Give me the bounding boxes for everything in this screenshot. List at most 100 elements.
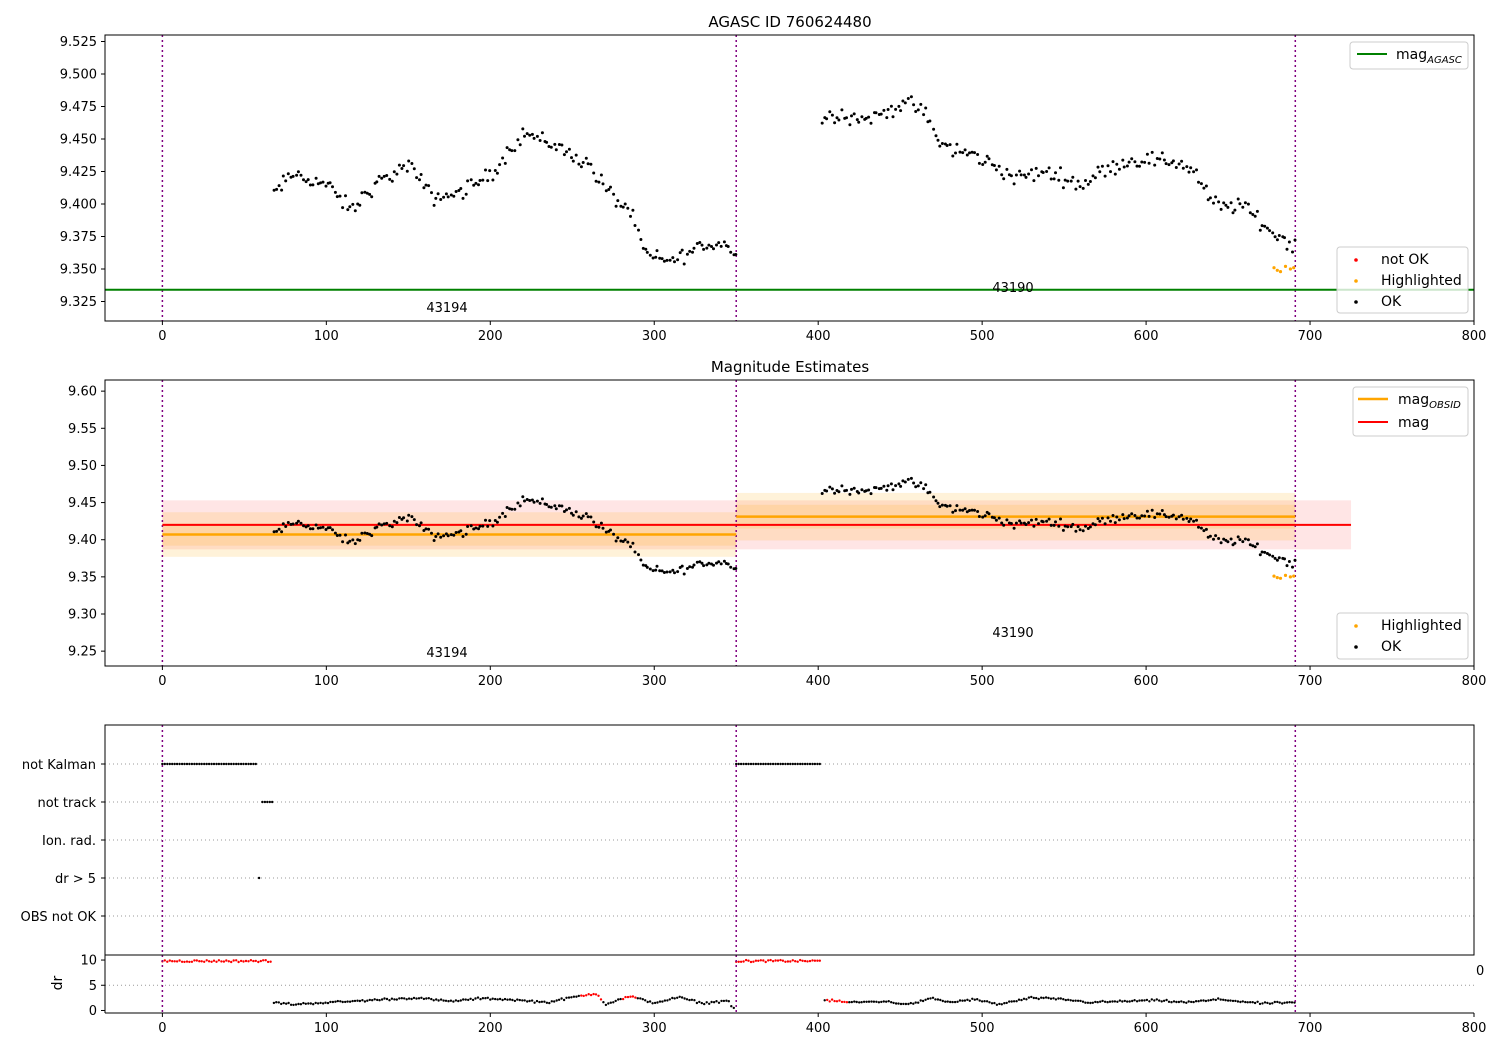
y-tick-label: 9.350 xyxy=(60,263,97,278)
ok-point xyxy=(302,524,305,528)
flag-point xyxy=(801,762,804,766)
dr-red-point xyxy=(784,960,787,963)
dr-point xyxy=(555,999,558,1002)
ok-point xyxy=(1135,516,1139,520)
ok-point xyxy=(513,149,517,153)
dr-point xyxy=(698,1000,701,1004)
flag-point xyxy=(759,762,762,766)
dr-point xyxy=(951,1000,954,1004)
ok-point xyxy=(1248,543,1252,547)
ok-point xyxy=(412,167,416,171)
ok-point xyxy=(951,154,955,158)
ok-point xyxy=(299,521,303,525)
ok-point xyxy=(296,519,300,523)
dr-red-point xyxy=(634,996,637,999)
ok-point xyxy=(272,188,276,192)
ok-point xyxy=(599,173,603,177)
dr-point xyxy=(1288,1001,1291,1004)
ok-point xyxy=(1185,165,1189,169)
ok-point xyxy=(1024,175,1028,179)
flag-point xyxy=(163,762,166,766)
x-tick-label: 500 xyxy=(970,329,995,344)
ok-point xyxy=(901,479,905,483)
dr-point xyxy=(730,1005,733,1008)
ok-point xyxy=(1171,513,1175,517)
ok-point xyxy=(848,123,852,127)
ok-point xyxy=(523,134,526,138)
x-tick-label: 700 xyxy=(1298,329,1323,344)
flag-point xyxy=(166,762,169,766)
dr-point xyxy=(1017,998,1021,1001)
highlighted-point xyxy=(1292,266,1296,270)
dr-point xyxy=(988,1001,991,1004)
dr-point xyxy=(304,1002,307,1005)
ok-point xyxy=(1012,526,1016,530)
dr-red-point xyxy=(585,994,588,997)
ok-point xyxy=(1063,178,1067,182)
ok-point xyxy=(616,199,620,203)
dr-red-point xyxy=(806,960,809,963)
x-tick-label: 0 xyxy=(158,1021,166,1036)
ok-point xyxy=(484,518,487,522)
ok-point xyxy=(680,564,684,568)
dr-point xyxy=(562,998,566,1002)
dr-point xyxy=(1032,996,1036,1000)
flag-point xyxy=(171,762,174,766)
ok-point xyxy=(916,108,920,112)
dr-point xyxy=(366,999,369,1002)
dr-point xyxy=(575,995,578,998)
ok-point xyxy=(1074,187,1078,191)
ok-point xyxy=(1054,171,1057,175)
ok-point xyxy=(631,541,635,545)
ok-point xyxy=(432,203,436,207)
dr-point xyxy=(1012,1000,1016,1003)
ok-point xyxy=(1140,160,1144,164)
dr-point xyxy=(292,1003,295,1007)
flag-point xyxy=(239,762,243,766)
ok-point xyxy=(1195,168,1198,172)
dr-point xyxy=(1101,999,1104,1003)
ok-point xyxy=(1241,540,1245,544)
ok-point xyxy=(899,109,903,113)
dr-point xyxy=(1155,998,1159,1001)
dr-point xyxy=(400,997,403,1000)
ok-point xyxy=(516,501,520,505)
dr-point xyxy=(725,999,728,1002)
dr-point xyxy=(457,999,460,1003)
flag-point xyxy=(813,762,817,766)
ok-point xyxy=(682,262,686,266)
ok-point xyxy=(928,490,932,494)
dr-point xyxy=(526,1000,529,1003)
ok-point xyxy=(472,183,476,187)
ok-point xyxy=(375,180,379,184)
y-tick-label: 9.375 xyxy=(60,230,97,245)
ok-point xyxy=(698,241,702,244)
flag-point xyxy=(207,762,211,766)
ok-point xyxy=(586,515,590,519)
ok-point xyxy=(412,518,416,522)
ok-point xyxy=(1005,518,1009,522)
dr-point xyxy=(1111,1000,1114,1003)
ok-point xyxy=(459,187,463,190)
dr-point xyxy=(501,998,504,1002)
ok-point xyxy=(857,491,861,495)
dr-point xyxy=(550,1000,553,1003)
ok-point xyxy=(528,499,532,502)
ok-point xyxy=(503,515,507,518)
ok-point xyxy=(848,492,852,496)
ok-point xyxy=(535,499,539,503)
ok-point xyxy=(710,245,713,248)
ok-point xyxy=(629,214,632,218)
dr-point xyxy=(385,997,389,1001)
dr-point xyxy=(363,1000,367,1003)
ok-point xyxy=(1208,534,1212,538)
ok-point xyxy=(639,558,643,562)
ok-point xyxy=(432,539,436,542)
ok-point xyxy=(673,260,676,264)
dr-point xyxy=(1281,1002,1284,1005)
dr-point xyxy=(939,998,942,1002)
ok-point xyxy=(1224,203,1228,207)
ok-point xyxy=(619,204,623,208)
flag-point xyxy=(789,762,792,766)
dr-point xyxy=(1128,1000,1131,1003)
